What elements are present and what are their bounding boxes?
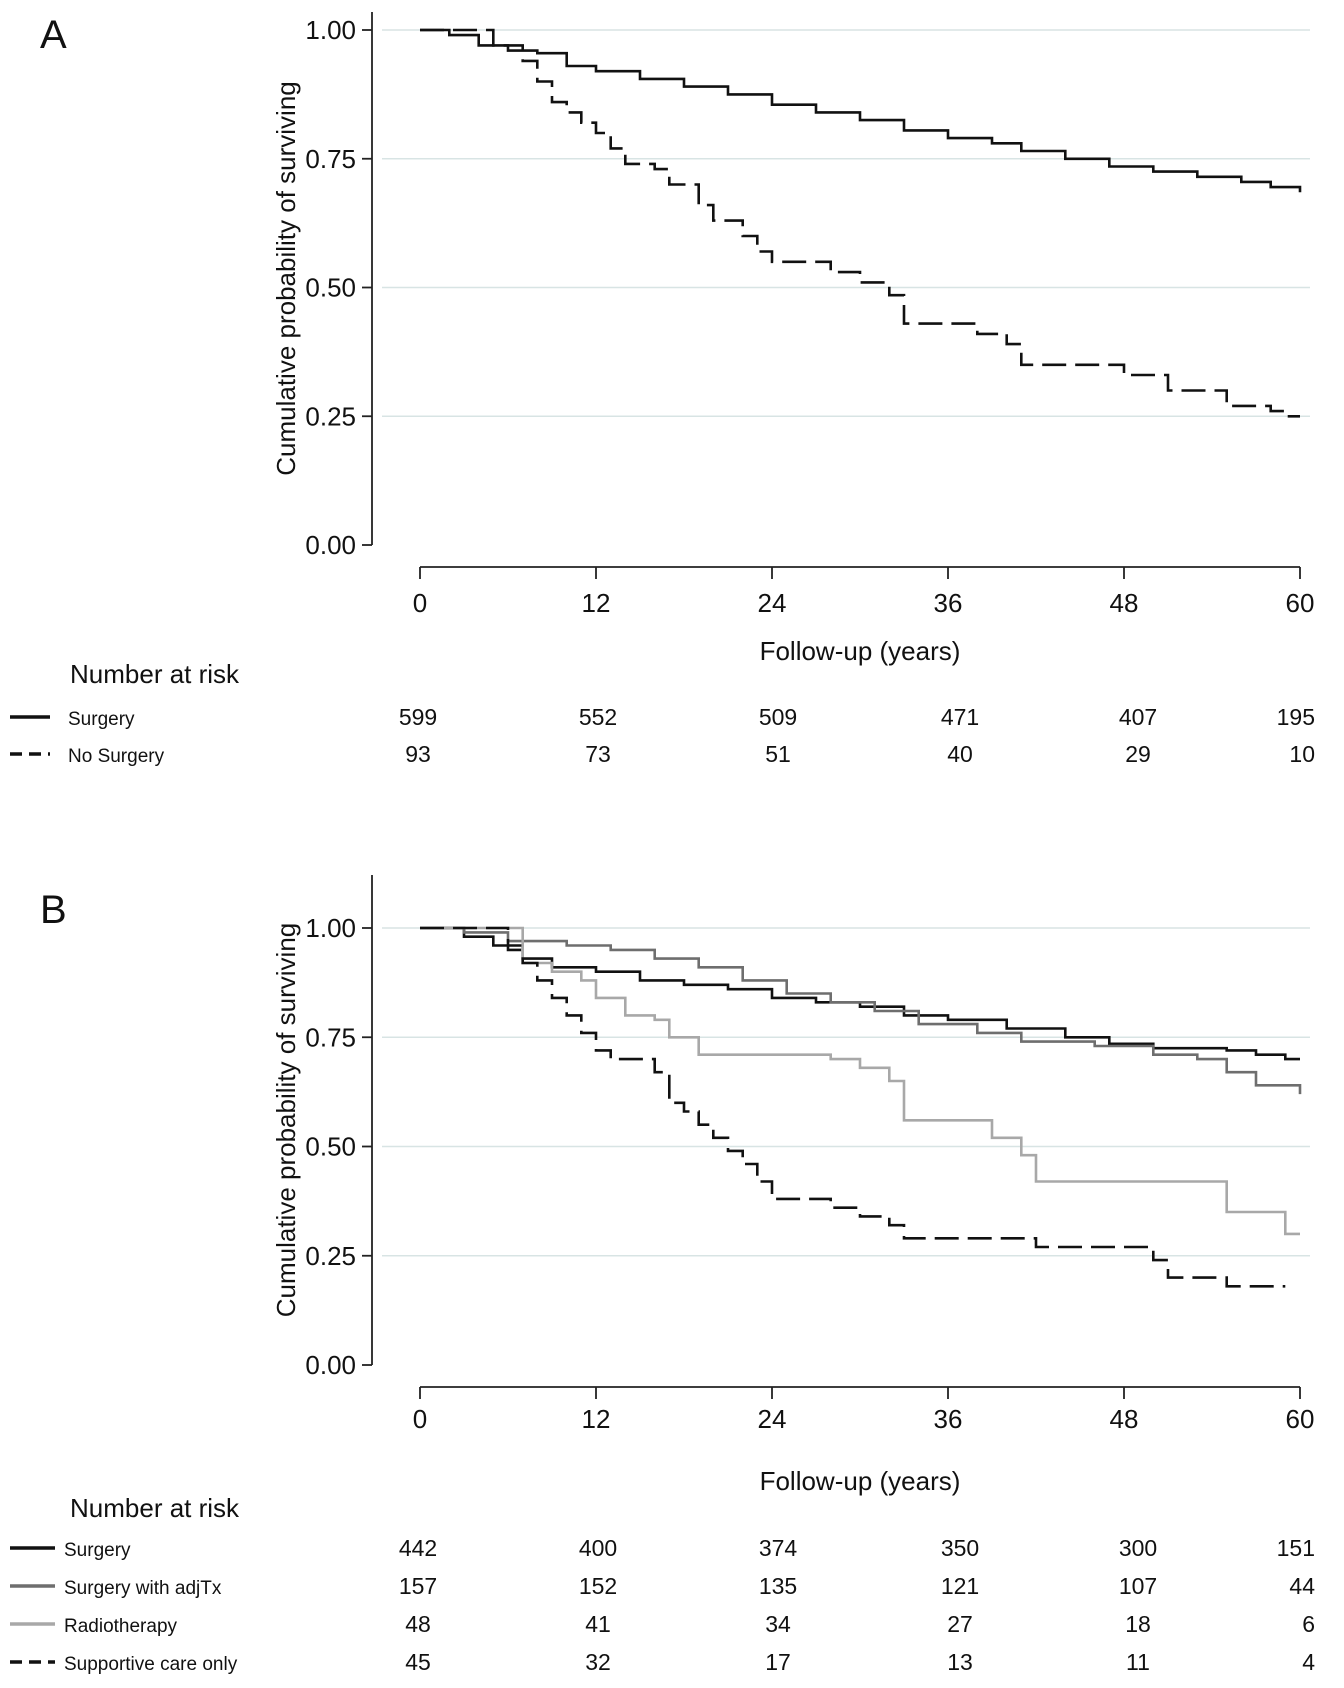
x-axis-title: Follow-up (years) xyxy=(760,636,961,666)
risk-count: 11 xyxy=(1126,1649,1150,1675)
risk-count: 27 xyxy=(947,1611,973,1637)
panel-a: A 0.00 0.25 0.50 0.75 1.00 0 12 24 36 48 60 Follow-u… xyxy=(10,12,1315,767)
risk-count: 599 xyxy=(399,704,437,730)
risk-row-label: Surgery xyxy=(64,1540,131,1561)
x-tick-label: 0 xyxy=(413,1404,427,1434)
x-tick-label: 36 xyxy=(934,588,963,618)
risk-count: 29 xyxy=(1125,741,1151,767)
panel-label: B xyxy=(40,888,67,932)
survival-curve-surgery xyxy=(420,28,1302,193)
y-tick-label: 0.00 xyxy=(305,1350,356,1380)
risk-count: 121 xyxy=(941,1573,979,1599)
x-axis-title: Follow-up (years) xyxy=(760,1466,961,1496)
survival-curve-no-surgery xyxy=(420,28,1300,418)
risk-row-label: Surgery xyxy=(68,709,135,730)
risk-count: 509 xyxy=(759,704,797,730)
risk-count: 45 xyxy=(405,1649,431,1675)
risk-count: 40 xyxy=(947,741,973,767)
risk-table-title: Number at risk xyxy=(70,1493,240,1523)
risk-count: 107 xyxy=(1119,1573,1157,1599)
risk-count: 17 xyxy=(765,1649,791,1675)
risk-count: 10 xyxy=(1289,741,1315,767)
y-axis-title: Cumulative probability of surviving xyxy=(271,81,301,476)
x-tick-label: 24 xyxy=(758,588,787,618)
risk-count: 44 xyxy=(1289,1573,1315,1599)
risk-count: 195 xyxy=(1277,704,1315,730)
risk-count: 41 xyxy=(585,1611,611,1637)
risk-count: 73 xyxy=(585,741,611,767)
risk-count: 471 xyxy=(941,704,979,730)
y-axis-title: Cumulative probability of surviving xyxy=(271,923,301,1318)
risk-count: 552 xyxy=(579,704,617,730)
risk-count: 407 xyxy=(1119,704,1157,730)
x-tick-label: 12 xyxy=(582,588,611,618)
x-tick-label: 60 xyxy=(1286,588,1315,618)
risk-table-title: Number at risk xyxy=(70,659,240,689)
y-tick-label: 0.75 xyxy=(305,1022,356,1052)
x-tick-label: 48 xyxy=(1110,588,1139,618)
x-tick-label: 36 xyxy=(934,1404,963,1434)
panel-b: B 0.00 0.25 0.50 0.75 1.00 0 12 24 36 48 60 Follow-u… xyxy=(10,875,1315,1675)
y-tick-label: 0.25 xyxy=(305,401,356,431)
y-tick-label: 1.00 xyxy=(305,15,356,45)
x-tick-label: 48 xyxy=(1110,1404,1139,1434)
risk-count: 32 xyxy=(585,1649,611,1675)
risk-row-label: Surgery with adjTx xyxy=(64,1578,222,1599)
y-tick-label: 0.75 xyxy=(305,144,356,174)
risk-count: 18 xyxy=(1125,1611,1151,1637)
survival-curve-radiotherapy xyxy=(420,926,1300,1236)
y-tick-label: 0.50 xyxy=(305,273,356,303)
risk-count: 4 xyxy=(1302,1649,1315,1675)
y-tick-label: 1.00 xyxy=(305,913,356,943)
risk-count: 300 xyxy=(1119,1535,1157,1561)
x-tick-label: 24 xyxy=(758,1404,787,1434)
risk-count: 374 xyxy=(759,1535,798,1561)
survival-curve-supportive-care-only xyxy=(420,926,1286,1288)
risk-count: 442 xyxy=(399,1535,437,1561)
risk-count: 152 xyxy=(579,1573,617,1599)
y-tick-label: 0.00 xyxy=(305,530,356,560)
risk-count: 51 xyxy=(765,741,791,767)
risk-count: 93 xyxy=(405,741,431,767)
y-tick-label: 0.50 xyxy=(305,1132,356,1162)
y-tick-label: 0.25 xyxy=(305,1241,356,1271)
x-tick-label: 0 xyxy=(413,588,427,618)
x-tick-label: 60 xyxy=(1286,1404,1315,1434)
risk-count: 400 xyxy=(579,1535,617,1561)
risk-row-label: Supportive care only xyxy=(64,1654,238,1675)
risk-count: 350 xyxy=(941,1535,979,1561)
risk-count: 135 xyxy=(759,1573,797,1599)
risk-count: 34 xyxy=(765,1611,791,1637)
risk-count: 157 xyxy=(399,1573,437,1599)
risk-row-label: No Surgery xyxy=(68,746,165,767)
panel-label: A xyxy=(40,13,67,57)
risk-count: 13 xyxy=(947,1649,973,1675)
x-tick-label: 12 xyxy=(582,1404,611,1434)
risk-count: 6 xyxy=(1302,1611,1315,1637)
risk-count: 48 xyxy=(405,1611,431,1637)
survival-curve-surgery xyxy=(420,926,1300,1061)
risk-count: 151 xyxy=(1277,1535,1315,1561)
survival-curve-surgery-with-adjtx xyxy=(420,926,1302,1095)
risk-row-label: Radiotherapy xyxy=(64,1616,178,1637)
